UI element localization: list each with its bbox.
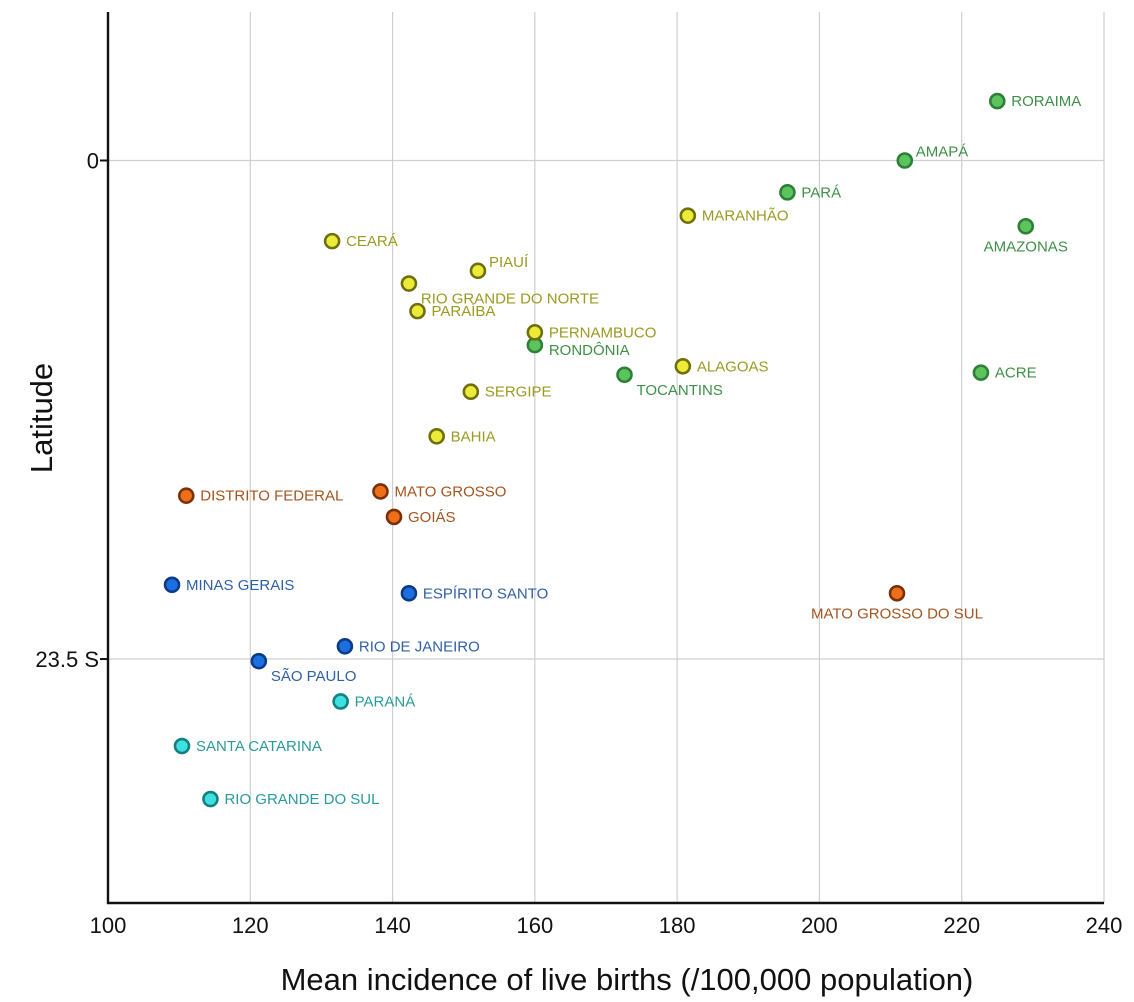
data-point-label: SERGIPE [485, 384, 552, 401]
data-point: MATO GROSSO DO SUL [811, 584, 983, 622]
data-point: PARAÍBA [409, 302, 495, 320]
data-point-label: MINAS GERAIS [186, 577, 294, 594]
data-point-label: SANTA CATARINA [196, 738, 322, 755]
data-point-label: PARAÍBA [431, 303, 495, 320]
data-point: RORAIMA [988, 92, 1081, 110]
data-point-marker [400, 584, 418, 602]
data-point: ESPÍRITO SANTO [400, 584, 548, 602]
data-point-label: RIO GRANDE DO NORTE [421, 291, 599, 308]
data-point-marker [972, 364, 990, 381]
data-point-label: MATO GROSSO DO SUL [811, 605, 983, 622]
data-point-marker [332, 693, 349, 710]
data-point-marker [679, 207, 697, 224]
axes [100, 12, 1104, 905]
data-point-marker [988, 92, 1006, 110]
data-point-marker [372, 483, 389, 500]
data-point: SERGIPE [462, 383, 552, 401]
data-point: PERNAMBUCO [526, 324, 657, 341]
data-point-label: PARÁ [801, 184, 841, 201]
data-point-label: CEARÁ [346, 233, 398, 250]
data-point-marker [526, 324, 544, 341]
x-axis-title: Mean incidence of live births (/100,000 … [281, 962, 974, 997]
data-point-marker [323, 232, 341, 250]
data-point: BAHIA [428, 427, 496, 445]
data-point: AMAPÁ [896, 144, 969, 169]
data-point-label: RONDÔNIA [549, 342, 630, 359]
data-point: ALAGOAS [674, 357, 769, 375]
data-point-marker [779, 184, 796, 201]
data-point-label: PIAUÍ [489, 254, 529, 271]
data-point-marker [462, 383, 480, 401]
data-point-label: BAHIA [451, 428, 496, 445]
data-point-label: MATO GROSSO [394, 483, 506, 500]
data-point-marker [616, 366, 633, 384]
data-point-label: TOCANTINS [636, 382, 722, 399]
x-tick-label: 120 [232, 913, 269, 938]
data-point-marker [163, 576, 181, 594]
data-point-marker [400, 275, 418, 292]
data-point-label: MARANHÃO [702, 208, 789, 225]
x-tick-label: 200 [801, 913, 838, 938]
data-point-marker [896, 152, 914, 169]
data-point-label: AMAZONAS [984, 238, 1068, 255]
data-point-marker [428, 427, 445, 445]
data-point-label: ESPÍRITO SANTO [423, 585, 548, 602]
data-point: AMAZONAS [984, 217, 1068, 255]
data-point: MINAS GERAIS [163, 576, 294, 594]
data-point-label: RIO DE JANEIRO [359, 638, 480, 655]
data-point-label: AMAPÁ [916, 144, 969, 161]
data-point: RIO GRANDE DO NORTE [400, 275, 599, 308]
data-point: CEARÁ [323, 232, 398, 250]
data-point: ACRE [972, 364, 1037, 382]
data-point-marker [173, 737, 191, 755]
data-point-label: RIO GRANDE DO SUL [224, 791, 379, 808]
data-point: MARANHÃO [679, 207, 789, 225]
data-point: MATO GROSSO [372, 483, 506, 500]
data-point: TOCANTINS [616, 366, 723, 399]
data-point-marker [469, 262, 487, 280]
data-point-label: GOIÁS [408, 509, 456, 526]
x-tick-label: 220 [943, 913, 980, 938]
data-point-label: ALAGOAS [697, 358, 769, 375]
data-point-marker [674, 357, 692, 375]
data-point: RIO DE JANEIRO [336, 638, 480, 655]
data-point-label: PERNAMBUCO [549, 324, 657, 341]
x-tick-label: 160 [516, 913, 553, 938]
x-tick-label: 100 [90, 913, 127, 938]
data-point-label: RORAIMA [1011, 93, 1081, 110]
data-point-marker [385, 508, 403, 526]
x-tick-label: 180 [659, 913, 696, 938]
data-point-label: PARANÁ [355, 693, 416, 710]
tick-labels: 100 120 140 160 180 200 220 240 0 23.5 S [35, 149, 1122, 939]
data-point-marker [336, 638, 354, 655]
data-point: SANTA CATARINA [173, 737, 322, 755]
data-point-marker [409, 302, 426, 320]
y-axis-title: Latitude [24, 363, 59, 473]
data-point-marker [177, 487, 195, 504]
data-point-marker [1017, 217, 1035, 235]
data-point-label: SÃO PAULO [271, 668, 357, 685]
data-point: GOIÁS [385, 508, 456, 526]
data-point: PIAUÍ [469, 254, 529, 280]
data-point-marker [250, 652, 268, 670]
data-point: RIO GRANDE DO SUL [202, 790, 379, 808]
data-point: SÃO PAULO [250, 652, 357, 685]
gridlines [108, 12, 1105, 903]
data-point: RONDÔNIA [526, 336, 630, 359]
data-point: DISTRITO FEDERAL [177, 487, 343, 505]
y-tick-label: 0 [87, 149, 99, 174]
data-points: RORAIMA AMAPÁ PARÁ AMAZONAS RONDÔNIA TOCANTIN… [163, 92, 1081, 808]
data-point-label: DISTRITO FEDERAL [200, 488, 343, 505]
data-point: PARÁ [779, 184, 841, 201]
x-tick-label: 140 [374, 913, 411, 938]
data-point: PARANÁ [332, 693, 416, 710]
x-tick-label: 240 [1086, 913, 1123, 938]
y-tick-label: 23.5 S [35, 647, 99, 672]
data-point-marker [888, 584, 906, 602]
data-point-label: ACRE [995, 365, 1037, 382]
data-point-marker [202, 790, 219, 808]
